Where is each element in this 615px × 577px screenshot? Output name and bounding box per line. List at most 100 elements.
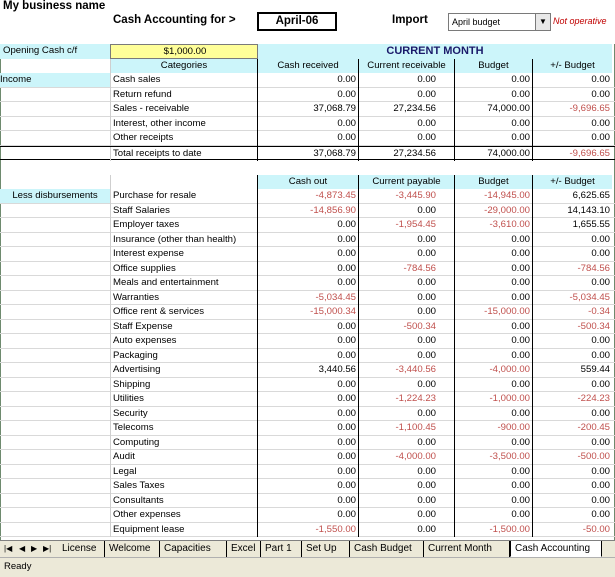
value-cell[interactable]: -1,100.45 xyxy=(359,421,455,436)
category-cell[interactable]: Other expenses xyxy=(110,508,258,523)
category-cell[interactable]: Utilities xyxy=(110,392,258,407)
value-cell[interactable]: 0.00 xyxy=(258,131,359,146)
value-cell[interactable]: 0.00 xyxy=(359,464,455,479)
value-cell[interactable]: 0.00 xyxy=(591,335,610,346)
sheet-tab[interactable]: Cash Accounting xyxy=(510,541,602,557)
sheet-tab[interactable]: License xyxy=(58,541,105,557)
value-cell[interactable]: 0.00 xyxy=(258,377,359,392)
import-select[interactable]: April budget ▼ xyxy=(448,13,551,31)
value-cell[interactable]: 0.00 xyxy=(359,508,455,523)
first-sheet-icon[interactable]: |◀ xyxy=(4,544,13,553)
category-cell[interactable]: Security xyxy=(110,406,258,421)
value-cell[interactable]: 0.00 xyxy=(258,276,359,291)
value-cell[interactable]: 0.00 xyxy=(591,117,610,129)
value-cell[interactable]: -784.56 xyxy=(359,261,455,276)
category-cell[interactable]: Audit xyxy=(110,450,258,465)
value-cell[interactable]: 0.00 xyxy=(359,522,455,537)
value-cell[interactable]: 0.00 xyxy=(359,87,455,102)
value-cell[interactable]: -500.00 xyxy=(577,451,610,462)
value-cell[interactable]: 0.00 xyxy=(258,319,359,334)
value-cell[interactable]: 27,234.56 xyxy=(359,102,455,117)
value-cell[interactable]: 0.00 xyxy=(455,493,533,508)
value-cell[interactable]: -15,000.34 xyxy=(258,305,359,320)
category-cell[interactable]: Advertising xyxy=(110,363,258,378)
sheet-tab[interactable]: Welcome xyxy=(105,541,160,557)
value-cell[interactable]: -500.34 xyxy=(359,319,455,334)
value-cell[interactable]: 6,625.65 xyxy=(572,190,610,201)
value-cell[interactable]: -3,445.90 xyxy=(359,189,455,204)
value-cell[interactable]: 0.00 xyxy=(359,290,455,305)
category-cell[interactable]: Telecoms xyxy=(110,421,258,436)
value-cell[interactable]: -784.56 xyxy=(577,262,610,274)
value-cell[interactable]: 0.00 xyxy=(258,334,359,349)
value-cell[interactable]: -1,000.00 xyxy=(455,392,533,407)
value-cell[interactable]: -1,500.00 xyxy=(455,522,533,537)
value-cell[interactable]: 0.00 xyxy=(258,450,359,465)
value-cell[interactable]: 0.00 xyxy=(455,464,533,479)
category-cell[interactable]: Legal xyxy=(110,464,258,479)
category-cell[interactable]: Cash sales xyxy=(110,73,258,88)
value-cell[interactable]: -1,550.00 xyxy=(258,522,359,537)
value-cell[interactable]: -3,500.00 xyxy=(455,450,533,465)
value-cell[interactable]: -14,945.00 xyxy=(455,189,533,204)
value-cell[interactable]: 0.00 xyxy=(258,421,359,436)
value-cell[interactable]: 37,068.79 xyxy=(258,102,359,117)
month-cell[interactable]: April-06 xyxy=(257,12,337,31)
value-cell[interactable]: 0.00 xyxy=(591,436,610,448)
value-cell[interactable]: 559.44 xyxy=(580,364,610,375)
value-cell[interactable]: 0.00 xyxy=(455,319,533,334)
category-cell[interactable]: Shipping xyxy=(110,377,258,392)
value-cell[interactable]: 0.00 xyxy=(359,73,455,88)
value-cell[interactable]: 0.00 xyxy=(258,508,359,523)
value-cell[interactable]: 0.00 xyxy=(455,247,533,262)
value-cell[interactable]: 0.00 xyxy=(455,406,533,421)
value-cell[interactable]: 0.00 xyxy=(591,465,610,477)
value-cell[interactable]: 0.00 xyxy=(258,247,359,262)
value-cell[interactable]: -900.00 xyxy=(455,421,533,436)
value-cell[interactable]: -3,440.56 xyxy=(359,363,455,378)
value-cell[interactable]: 0.00 xyxy=(455,87,533,102)
sheet-tab[interactable]: Cash Budget xyxy=(350,541,424,557)
value-cell[interactable]: 0.00 xyxy=(591,277,610,288)
last-sheet-icon[interactable]: ▶| xyxy=(43,544,52,553)
value-cell[interactable]: -224.23 xyxy=(577,393,610,404)
value-cell[interactable]: 0.00 xyxy=(359,247,455,262)
category-cell[interactable]: Warranties xyxy=(110,290,258,305)
value-cell[interactable]: 0.00 xyxy=(359,276,455,291)
value-cell[interactable]: 0.00 xyxy=(359,232,455,247)
sheet-tab[interactable]: Excel xyxy=(227,541,261,557)
value-cell[interactable]: 0.00 xyxy=(591,378,610,390)
value-cell[interactable]: 0.00 xyxy=(455,116,533,131)
value-cell[interactable]: 0.00 xyxy=(258,116,359,131)
value-cell[interactable]: 0.00 xyxy=(359,479,455,494)
value-cell[interactable]: 0.00 xyxy=(359,334,455,349)
next-sheet-icon[interactable]: ▶ xyxy=(31,544,38,553)
value-cell[interactable]: 0.00 xyxy=(591,74,610,85)
category-cell[interactable]: Auto expenses xyxy=(110,334,258,349)
value-cell[interactable]: 14,143.10 xyxy=(567,204,610,216)
category-cell[interactable]: Office rent & services xyxy=(110,305,258,320)
value-cell[interactable]: 0.00 xyxy=(455,435,533,450)
value-cell[interactable]: 0.00 xyxy=(455,334,533,349)
value-cell[interactable]: 0.00 xyxy=(455,377,533,392)
value-cell[interactable]: 0.00 xyxy=(359,493,455,508)
value-cell[interactable]: 0.00 xyxy=(258,435,359,450)
category-cell[interactable]: Equipment lease xyxy=(110,522,258,537)
value-cell[interactable]: 0.00 xyxy=(591,132,610,143)
value-cell[interactable]: -50.00 xyxy=(582,523,610,535)
value-cell[interactable]: 0.00 xyxy=(591,233,610,245)
value-cell[interactable]: 0.00 xyxy=(455,290,533,305)
value-cell[interactable]: -200.45 xyxy=(577,422,610,433)
value-cell[interactable]: 0.00 xyxy=(591,480,610,491)
value-cell[interactable]: 0.00 xyxy=(455,73,533,88)
category-cell[interactable]: Interest, other income xyxy=(110,116,258,131)
sheet-tab[interactable]: Part 1 xyxy=(261,541,302,557)
value-cell[interactable]: 0.00 xyxy=(359,305,455,320)
category-cell[interactable]: Employer taxes xyxy=(110,218,258,233)
value-cell[interactable]: 0.00 xyxy=(359,377,455,392)
value-cell[interactable]: -5,034.45 xyxy=(258,290,359,305)
category-cell[interactable]: Interest expense xyxy=(110,247,258,262)
value-cell[interactable]: 0.00 xyxy=(591,349,610,361)
value-cell[interactable]: 1,655.55 xyxy=(572,219,610,230)
value-cell[interactable]: 0.00 xyxy=(258,392,359,407)
